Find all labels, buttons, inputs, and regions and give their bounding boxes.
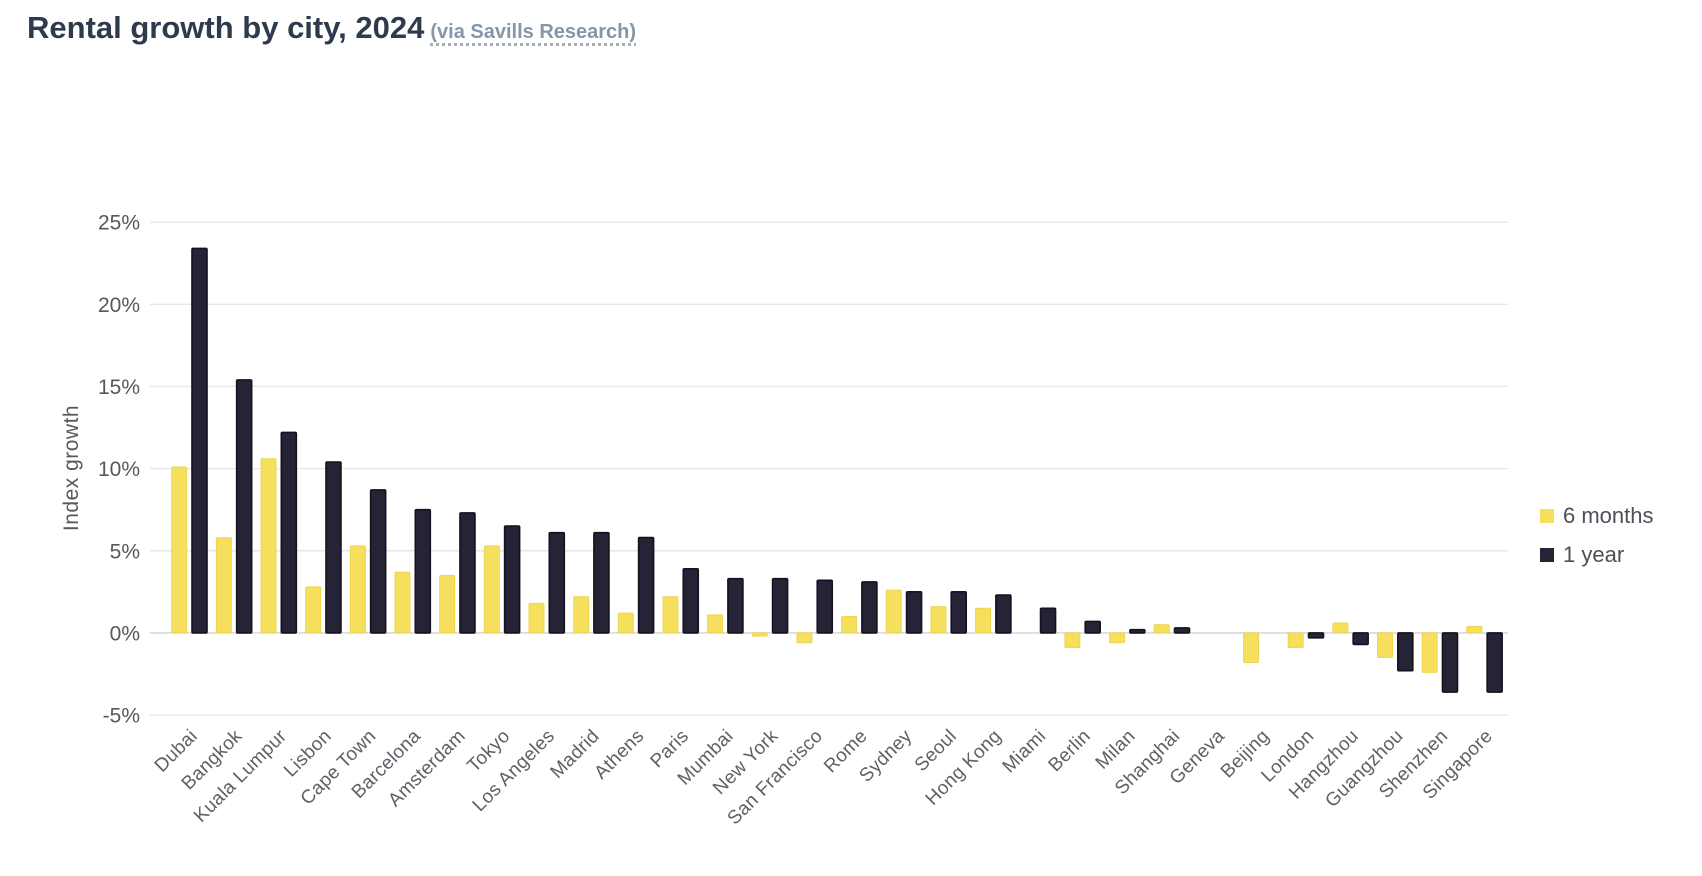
bar-6-months-tokyo (483, 545, 500, 634)
legend-swatch-1-year (1540, 548, 1554, 562)
x-tick-label-athens: Athens (590, 726, 648, 784)
x-tick-label-miami: Miami (999, 726, 1051, 778)
legend-label-6-months: 6 months (1563, 503, 1654, 528)
bar-6-months-guangzhou (1377, 632, 1394, 659)
bar-6-months-beijing (1243, 632, 1260, 663)
bar-1-year-london (1307, 632, 1325, 639)
bar-1-year-shenzhen (1441, 632, 1459, 693)
bar-1-year-cape-town (369, 489, 387, 634)
bar-6-months-berlin (1064, 632, 1081, 649)
legend-item-1-year: 1 year (1540, 542, 1654, 568)
bar-1-year-dubai (191, 247, 208, 634)
bars-layer (171, 247, 1503, 693)
bar-1-year-singapore (1486, 632, 1503, 693)
legend: 6 months 1 year (1540, 503, 1654, 568)
y-tick-label--5: -5% (103, 705, 140, 728)
bar-6-months-sydney (885, 589, 902, 634)
legend-swatch-6-months (1540, 509, 1554, 523)
chart-header: Rental growth by city, 2024 (via Savills … (27, 10, 636, 46)
x-tick-label-berlin: Berlin (1045, 726, 1095, 776)
bar-6-months-hong-kong (975, 607, 992, 634)
bar-6-months-lisbon (305, 586, 322, 634)
gridlines-layer (150, 221, 1508, 716)
bar-1-year-hangzhou (1352, 632, 1369, 646)
bar-6-months-madrid (573, 596, 590, 634)
bar-6-months-milan (1109, 632, 1126, 644)
legend-label-1-year: 1 year (1563, 542, 1625, 567)
bar-6-months-los-angeles (528, 602, 545, 634)
bar-1-year-milan (1129, 628, 1146, 634)
bar-6-months-barcelona (394, 571, 411, 634)
bar-1-year-amsterdam (459, 512, 476, 634)
bar-1-year-barcelona (414, 508, 432, 634)
bar-6-months-kuala-lumpur (260, 458, 277, 634)
bar-1-year-athens (637, 536, 655, 634)
bar-6-months-san-francisco (796, 632, 813, 644)
y-tick-label-5: 5% (110, 540, 140, 563)
page-title: Rental growth by city, 2024 (via Savills … (27, 10, 636, 46)
bar-6-months-amsterdam (439, 574, 456, 634)
bar-6-months-bangkok (215, 537, 232, 634)
bar-6-months-london (1287, 632, 1304, 649)
legend-item-6-months: 6 months (1540, 503, 1654, 529)
y-tick-label-20: 20% (98, 294, 140, 317)
bar-6-months-singapore (1466, 625, 1483, 634)
bar-1-year-new-york (771, 577, 789, 634)
bar-1-year-bangkok (235, 379, 253, 634)
bar-6-months-seoul (930, 606, 947, 634)
bar-1-year-madrid (593, 531, 610, 634)
y-tick-label-25: 25% (98, 212, 140, 235)
y-tick-label-15: 15% (98, 376, 140, 399)
bar-1-year-paris (682, 568, 700, 634)
bar-1-year-berlin (1084, 620, 1101, 634)
bar-6-months-new-york (751, 632, 768, 637)
bar-1-year-rome (861, 581, 878, 634)
bar-1-year-hong-kong (995, 594, 1012, 634)
bar-6-months-rome (841, 615, 858, 634)
y-tick-label-0: 0% (110, 622, 140, 645)
bar-6-months-shenzhen (1421, 632, 1438, 673)
bar-1-year-tokyo (503, 525, 521, 634)
bar-6-months-hangzhou (1332, 622, 1349, 634)
bar-6-months-shanghai (1153, 624, 1170, 634)
bar-1-year-shanghai (1173, 627, 1191, 634)
y-tick-label-10: 10% (98, 458, 140, 481)
bar-1-year-seoul (950, 591, 968, 634)
bar-6-months-mumbai (707, 614, 724, 634)
bar-1-year-los-angeles (548, 531, 566, 634)
bar-1-year-lisbon (325, 461, 342, 634)
page-title-text: Rental growth by city, 2024 (27, 10, 425, 45)
y-axis-title: Index growth (60, 405, 83, 531)
bar-6-months-paris (662, 596, 679, 634)
bar-1-year-san-francisco (816, 579, 834, 634)
bar-1-year-guangzhou (1397, 632, 1414, 672)
bar-1-year-kuala-lumpur (280, 431, 298, 634)
source-link[interactable]: (via Savills Research) (430, 21, 637, 43)
bar-1-year-sydney (905, 591, 923, 634)
bar-6-months-cape-town (349, 545, 366, 634)
bar-6-months-dubai (171, 466, 188, 634)
bar-1-year-mumbai (727, 577, 744, 634)
bar-6-months-athens (617, 612, 634, 634)
bar-1-year-miami (1039, 607, 1057, 634)
y-axis-tick-labels: 25% 20% 15% 10% 5% 0% -5% (98, 212, 140, 728)
